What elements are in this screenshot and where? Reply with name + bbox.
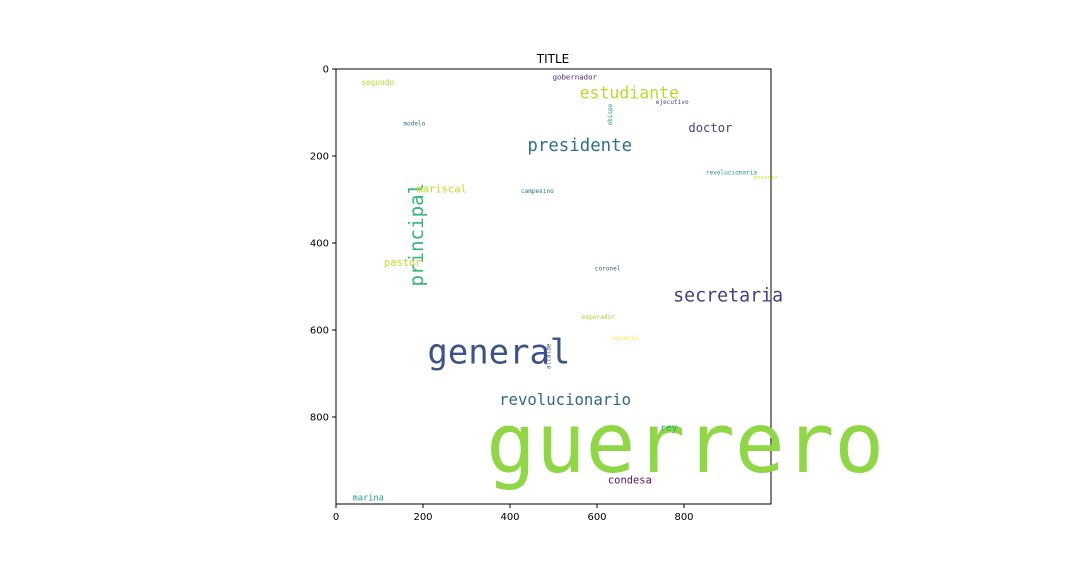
y-axis: 0 200 400 600 800	[310, 65, 336, 424]
word-segundo: segundo	[361, 78, 394, 87]
word-campesino: campesino	[521, 188, 554, 195]
word-vicario: vicario	[612, 335, 638, 342]
word-emperador: emperador	[582, 314, 615, 321]
word-general: general	[427, 334, 570, 373]
word-mariscal: mariscal	[417, 183, 467, 195]
y-tick-label: 800	[310, 413, 329, 424]
word-notario: notario	[754, 175, 778, 181]
chart-title: TITLE	[536, 52, 569, 66]
word-alcalde: alcalde	[545, 343, 552, 369]
plot-frame	[335, 68, 772, 505]
word-coronel: coronel	[595, 265, 621, 272]
x-tick-label: 200	[413, 512, 432, 523]
x-axis: 0 200 400 600 800	[333, 504, 694, 523]
word-modelo: modelo	[403, 121, 425, 128]
x-tick-label: 400	[500, 512, 519, 523]
word-doctor: doctor	[688, 121, 732, 135]
x-tick-label: 800	[674, 512, 693, 523]
word-condesa: condesa	[608, 475, 652, 487]
y-tick-label: 0	[323, 65, 329, 76]
y-tick-label: 400	[310, 239, 329, 250]
word-ejecutivo: ejecutivo	[656, 99, 689, 106]
y-tick-label: 200	[310, 152, 329, 163]
word-estudiante: estudiante	[580, 84, 679, 103]
word-presidente: presidente	[527, 136, 632, 156]
word-revolucionario: revolucionario	[499, 390, 631, 409]
word-principal: principal	[405, 183, 428, 287]
word-secretaria: secretaria	[673, 286, 783, 307]
word-marina: marina	[353, 494, 384, 504]
word-guerrero: guerrero	[486, 396, 884, 492]
word-pastor: pastor	[384, 257, 422, 269]
y-tick-label: 600	[310, 326, 329, 337]
word-gobernador: gobernador	[553, 72, 598, 81]
x-tick-label: 600	[587, 512, 606, 523]
word-obispo: obispo	[607, 103, 614, 125]
word-revolucionaria: revolucionaria	[706, 170, 758, 177]
x-tick-label: 0	[333, 512, 339, 523]
word-rey: rey	[660, 423, 678, 434]
word-cloud: guerrero general principal secretaria presid…	[353, 72, 885, 503]
